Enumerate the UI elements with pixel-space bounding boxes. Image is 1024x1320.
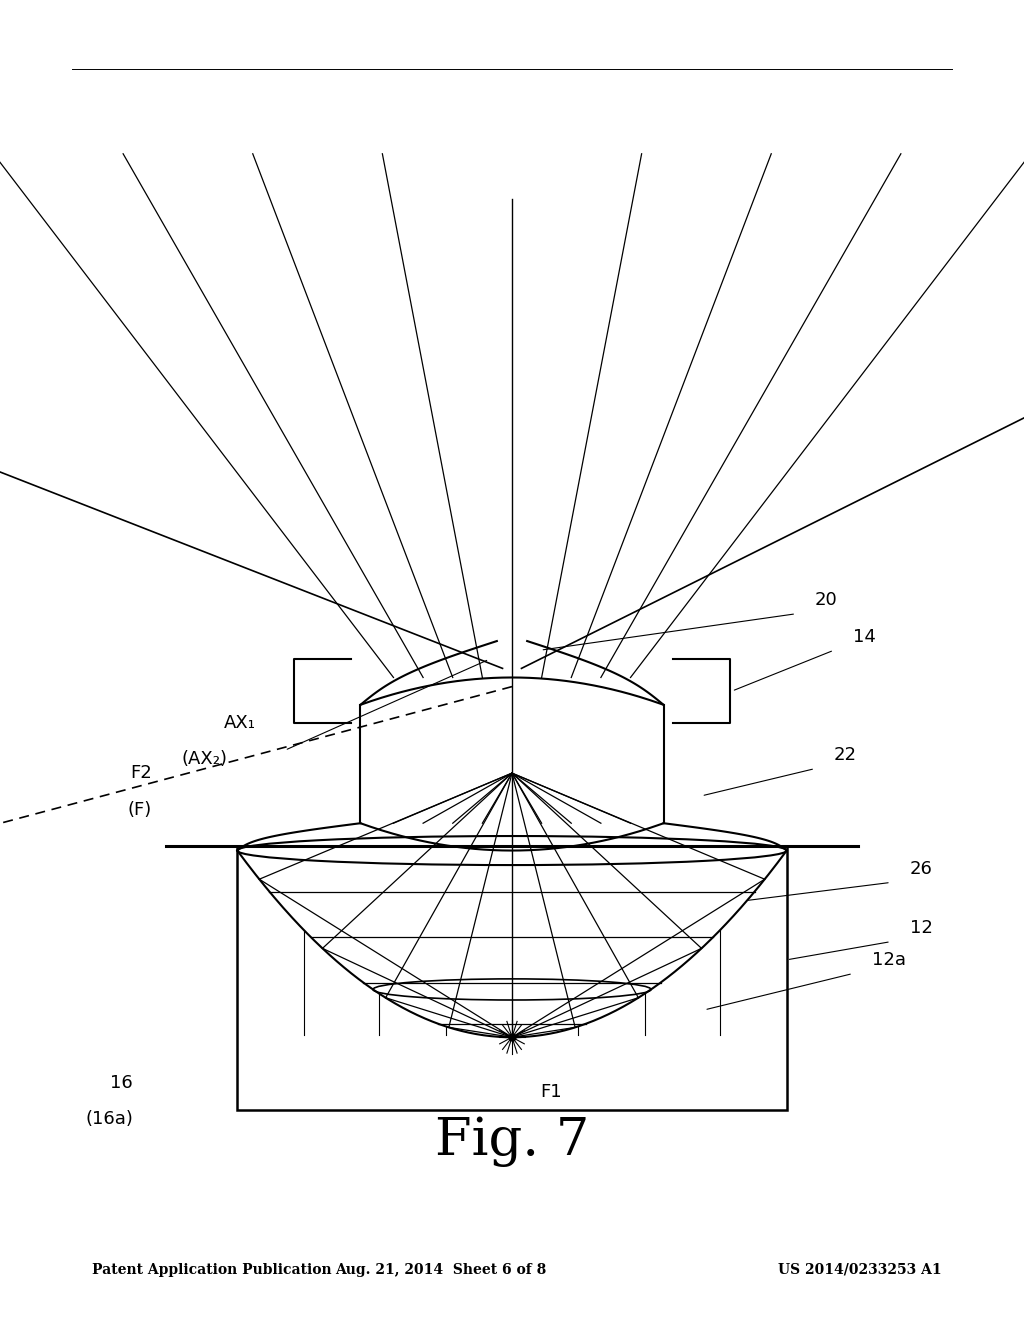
Text: (F): (F) — [128, 800, 153, 818]
Text: 14: 14 — [853, 627, 876, 645]
Text: US 2014/0233253 A1: US 2014/0233253 A1 — [778, 1263, 942, 1276]
Text: (16a): (16a) — [85, 1110, 133, 1129]
Text: F2: F2 — [130, 764, 153, 783]
Text: 20: 20 — [815, 591, 838, 609]
Text: AX₁: AX₁ — [224, 714, 256, 733]
Text: Fig. 7: Fig. 7 — [435, 1117, 589, 1167]
Text: F1: F1 — [541, 1082, 562, 1101]
Text: (AX₂): (AX₂) — [182, 751, 228, 768]
Text: Aug. 21, 2014  Sheet 6 of 8: Aug. 21, 2014 Sheet 6 of 8 — [335, 1263, 546, 1276]
Text: 16: 16 — [111, 1073, 133, 1092]
Text: 26: 26 — [910, 859, 933, 878]
Text: Patent Application Publication: Patent Application Publication — [92, 1263, 332, 1276]
Text: 22: 22 — [834, 746, 857, 764]
Text: 12: 12 — [910, 919, 933, 937]
Text: 12a: 12a — [871, 950, 906, 969]
